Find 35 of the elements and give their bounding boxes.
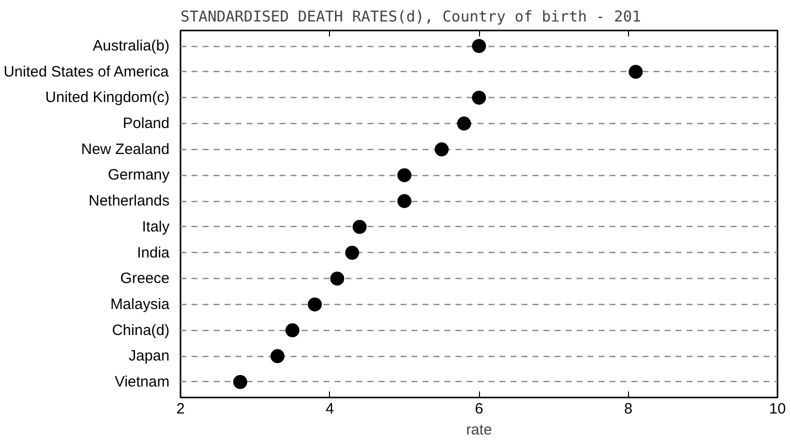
y-tick-label: Australia(b) xyxy=(92,38,170,55)
y-tick-label: China(d) xyxy=(112,322,170,339)
point xyxy=(397,168,412,182)
point xyxy=(434,142,449,156)
y-tick-label: Greece xyxy=(120,270,170,288)
point xyxy=(345,246,360,260)
chart-title: STANDARDISED DEATH RATES(d), Country of birth - 201 xyxy=(180,8,642,26)
y-tick-label: Vietnam xyxy=(114,373,170,390)
point xyxy=(233,375,248,389)
x-tick-label: 8 xyxy=(624,400,632,418)
y-tick-label: Netherlands xyxy=(88,192,170,210)
x-tick-label: 2 xyxy=(176,400,185,418)
y-tick-label: India xyxy=(136,244,170,262)
point xyxy=(270,349,285,364)
x-tick-label: 4 xyxy=(326,400,334,418)
y-tick-label: Germany xyxy=(108,166,170,184)
x-axis-title: rate xyxy=(466,422,492,438)
y-tick-label: Malaysia xyxy=(110,296,170,313)
point xyxy=(285,323,300,338)
point xyxy=(330,272,344,286)
y-tick-label: Poland xyxy=(122,115,170,132)
y-tick-label: New Zealand xyxy=(81,140,170,158)
point xyxy=(472,39,486,53)
y-tick-label: United Kingdom(c) xyxy=(45,89,170,106)
y-tick-label: Japan xyxy=(128,348,170,365)
y-tick-label: Italy xyxy=(142,218,170,236)
point xyxy=(628,64,643,79)
x-tick-label: 10 xyxy=(769,400,786,418)
y-tick-label: United States of America xyxy=(4,63,170,80)
point xyxy=(457,116,472,131)
point xyxy=(472,90,486,105)
x-tick-label: 6 xyxy=(474,400,484,418)
point xyxy=(352,220,367,234)
point xyxy=(397,194,412,208)
point xyxy=(308,297,322,312)
